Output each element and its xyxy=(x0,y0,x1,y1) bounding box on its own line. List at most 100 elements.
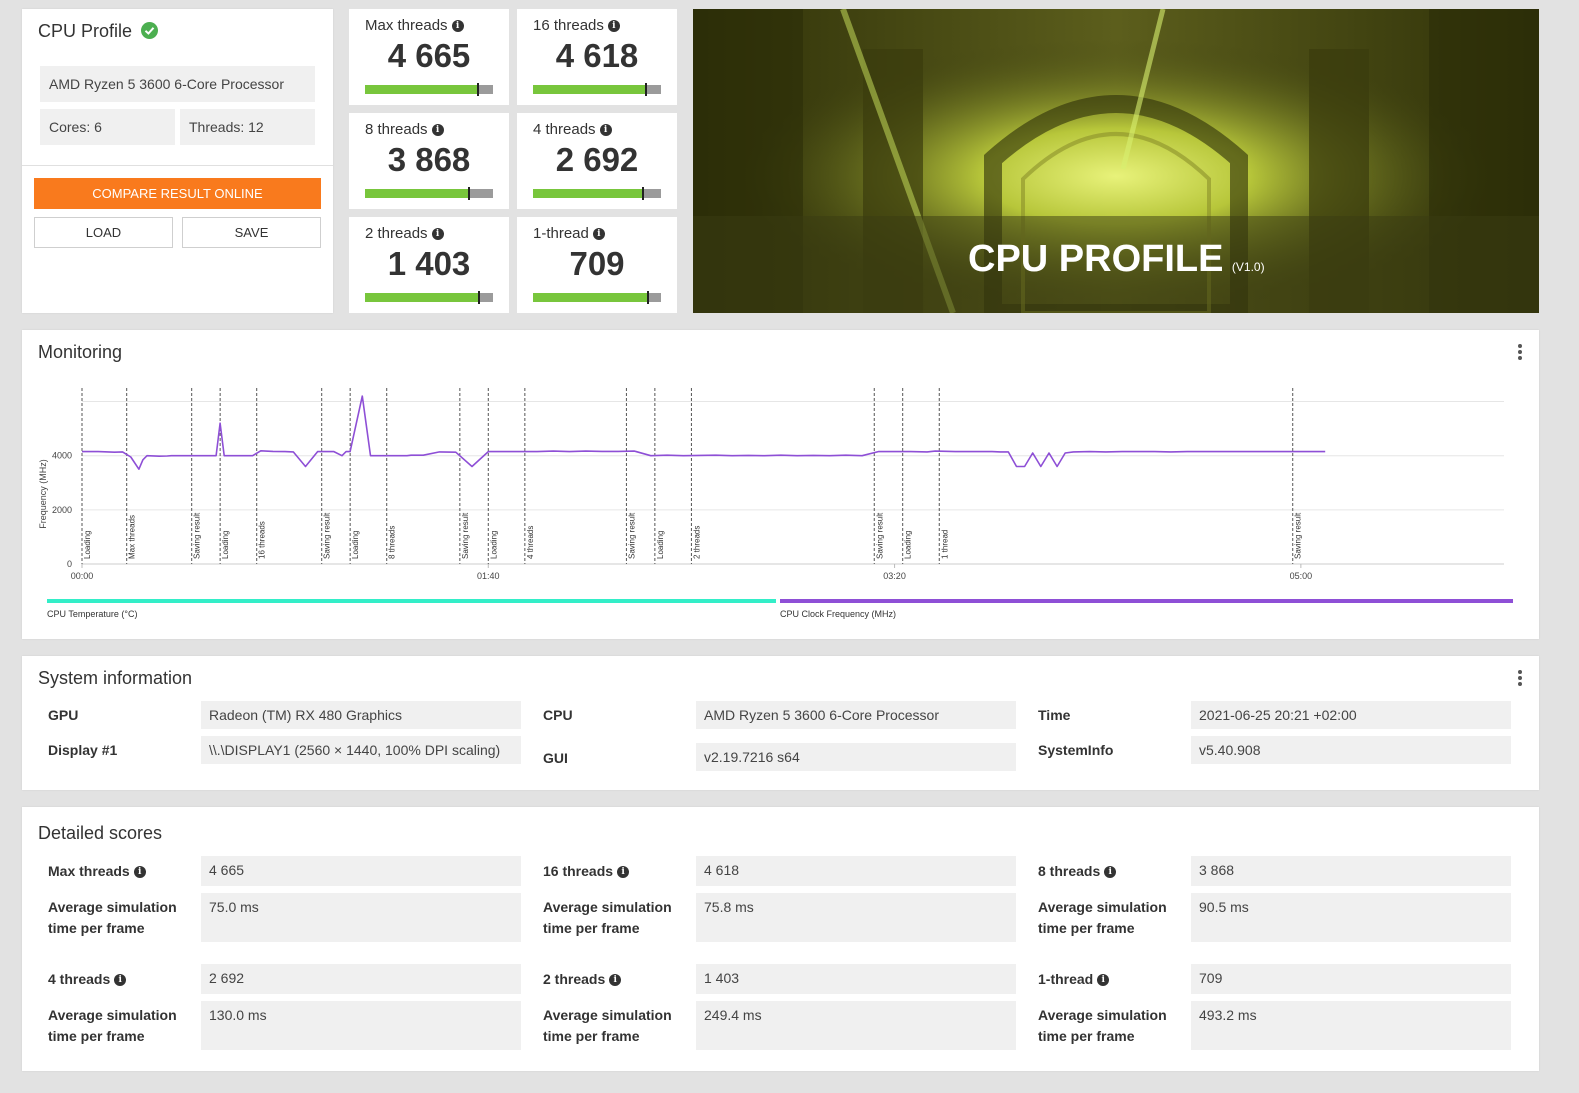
sysinfo-value-text: v5.40.908 xyxy=(1199,742,1261,758)
detail-score-value-text: 1 403 xyxy=(704,970,740,986)
detail-score-label: 2 threads i xyxy=(543,971,622,987)
detail-score-label-text: Max threads xyxy=(48,863,130,879)
banner-title-text: CPU PROFILE xyxy=(968,238,1224,280)
display-value-text: \\.\DISPLAY1 (2560 × 1440, 100% DPI scal… xyxy=(209,742,501,758)
phase-marker-label: Loading xyxy=(221,531,230,559)
detail-score-label: 8 threads i xyxy=(1038,863,1117,879)
detail-score-value: 1 403 xyxy=(696,964,1016,994)
score-value: 1 403 xyxy=(387,245,471,282)
detail-score-value: 709 xyxy=(1191,964,1511,994)
info-icon[interactable]: i xyxy=(133,866,146,879)
info-icon[interactable]: i xyxy=(609,974,622,987)
detail-score-label-text: 2 threads xyxy=(543,971,606,987)
detail-score-value-text: 4 618 xyxy=(704,862,740,878)
gpu-value: Radeon (TM) RX 480 Graphics xyxy=(201,701,521,729)
detail-avg-value-text: 249.4 ms xyxy=(704,1007,762,1023)
monitoring-menu-icon[interactable] xyxy=(1518,344,1522,362)
detail-avg-value: 493.2 ms xyxy=(1191,1001,1511,1050)
monitoring-chart: 0 2000 4000 Frequency (MHz) 00:00 01:40 03:20 0… xyxy=(38,388,1504,581)
score-label-text: 4 threads xyxy=(533,121,596,138)
score-bar-fill xyxy=(365,85,478,94)
x-tick-label: 01:40 xyxy=(477,571,500,581)
score-label-text: 1-thread xyxy=(533,225,589,242)
detail-score-label: 16 threads i xyxy=(543,863,630,879)
check-icon xyxy=(141,22,159,39)
detail-score-value-text: 2 692 xyxy=(209,970,245,986)
score-label-text: Max threads xyxy=(365,17,448,34)
score-bar-fill xyxy=(533,293,649,302)
cpu-label: CPU xyxy=(543,707,573,723)
cpu-value: AMD Ryzen 5 3600 6-Core Processor xyxy=(696,701,1016,729)
info-icon[interactable]: i xyxy=(431,124,444,137)
compare-online-button[interactable]: COMPARE RESULT ONLINE xyxy=(34,178,321,209)
info-icon[interactable]: i xyxy=(599,124,612,137)
detail-avg-label-text: Average simulation time per frame xyxy=(48,1007,177,1044)
score-value: 709 xyxy=(569,245,625,282)
detail-score-label-text: 16 threads xyxy=(543,863,614,879)
phase-marker-label: Loading xyxy=(351,531,360,559)
score-bar xyxy=(533,83,661,96)
score-bar xyxy=(365,291,493,304)
detail-score-value-text: 4 665 xyxy=(209,862,245,878)
time-value-text: 2021-06-25 20:21 +02:00 xyxy=(1199,707,1357,723)
score-label: 2 threads i xyxy=(365,225,444,242)
phase-marker-label: Saving result xyxy=(323,512,332,559)
detail-avg-label: Average simulation time per frame xyxy=(1038,1005,1183,1047)
score-label: 4 threads i xyxy=(533,121,612,138)
y-axis-label: Frequency (MHz) xyxy=(38,459,48,529)
score-bar-fill xyxy=(533,189,644,198)
detail-score-label: 4 threads i xyxy=(48,971,127,987)
info-icon[interactable]: i xyxy=(617,866,630,879)
system-menu-icon[interactable] xyxy=(1518,670,1522,688)
display-value: \\.\DISPLAY1 (2560 × 1440, 100% DPI scal… xyxy=(201,736,521,764)
monitoring-card: Monitoring 0 2000 4000 Frequency (MHz) 00:00… xyxy=(22,330,1539,639)
detail-avg-label: Average simulation time per frame xyxy=(543,897,688,939)
sysinfo-value: v5.40.908 xyxy=(1191,736,1511,764)
score-bar-marker xyxy=(647,291,650,304)
load-button[interactable]: LOAD xyxy=(34,217,173,248)
banner-version: (V1.0) xyxy=(1231,260,1265,274)
info-icon[interactable]: i xyxy=(1097,974,1110,987)
detail-score-value: 2 692 xyxy=(201,964,521,994)
info-icon[interactable]: i xyxy=(114,974,127,987)
phase-marker-label: 4 threads xyxy=(526,526,535,559)
y-tick-label: 2000 xyxy=(52,505,72,515)
phase-marker-label: Loading xyxy=(489,531,498,559)
compare-online-label: COMPARE RESULT ONLINE xyxy=(92,186,263,201)
detail-avg-label: Average simulation time per frame xyxy=(48,1005,193,1047)
score-value: 4 665 xyxy=(387,37,471,74)
score-bar xyxy=(533,291,661,304)
banner-art xyxy=(693,9,1539,313)
info-icon[interactable]: i xyxy=(451,20,464,33)
detail-avg-value: 75.8 ms xyxy=(696,893,1016,942)
save-button[interactable]: SAVE xyxy=(182,217,321,248)
info-icon[interactable]: i xyxy=(431,228,444,241)
info-icon[interactable]: i xyxy=(1104,866,1117,879)
score-bar-marker xyxy=(644,83,647,96)
time-value: 2021-06-25 20:21 +02:00 xyxy=(1191,701,1511,729)
info-icon[interactable]: i xyxy=(607,20,620,33)
detail-score-label-text: 4 threads xyxy=(48,971,111,987)
legend-clock-bar xyxy=(780,599,1513,603)
profile-title: CPU Profile xyxy=(38,21,159,42)
info-icon[interactable]: i xyxy=(592,228,605,241)
cores-field: Cores: 6 xyxy=(40,109,175,145)
score-box: 2 threads i 1 403 xyxy=(349,217,509,313)
phase-marker-label: 2 threads xyxy=(692,526,701,559)
detail-avg-label-text: Average simulation time per frame xyxy=(1038,899,1167,936)
gui-label: GUI xyxy=(543,750,568,766)
clock-frequency-line xyxy=(82,395,1326,470)
detail-avg-label: Average simulation time per frame xyxy=(543,1005,688,1047)
phase-marker-label: Loading xyxy=(656,531,665,559)
detail-score-value-text: 3 868 xyxy=(1199,862,1235,878)
score-label-text: 16 threads xyxy=(533,17,604,34)
score-bar xyxy=(365,83,493,96)
phase-marker-label: Saving result xyxy=(461,512,470,559)
detail-avg-value-text: 493.2 ms xyxy=(1199,1007,1257,1023)
score-label: 8 threads i xyxy=(365,121,444,138)
x-tick-label: 00:00 xyxy=(71,571,94,581)
phase-marker-label: 16 threads xyxy=(258,521,267,559)
score-box: 16 threads i 4 618 xyxy=(517,9,677,105)
profile-divider xyxy=(22,165,333,166)
score-bar-fill xyxy=(365,189,469,198)
